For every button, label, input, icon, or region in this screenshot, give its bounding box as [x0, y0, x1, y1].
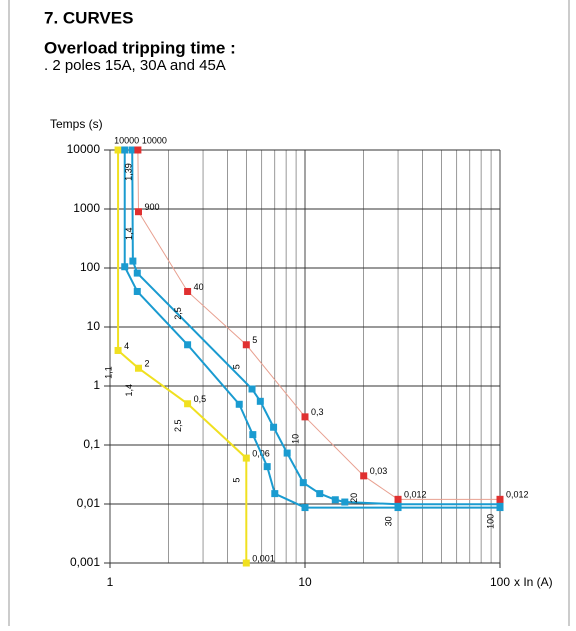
y-tick-label: 0,01 — [77, 496, 101, 510]
value-label: 5 — [252, 335, 257, 345]
marker — [299, 479, 307, 487]
x-tick-label: 10 — [298, 575, 312, 589]
marker — [242, 454, 250, 462]
y-tick-label: 0,001 — [70, 555, 100, 569]
marker — [496, 495, 504, 503]
x-tick-label: 100 — [490, 575, 510, 589]
value-label: 0,5 — [194, 394, 207, 404]
marker — [341, 498, 349, 506]
y-tick-label: 1000 — [73, 201, 100, 215]
x-value-label: 1,39 — [123, 163, 133, 181]
marker — [133, 269, 141, 277]
value-label: 0,012 — [506, 490, 529, 500]
marker — [134, 208, 142, 216]
x-value-label: 1,4 — [124, 384, 134, 397]
series-line — [137, 149, 500, 500]
y-label: Temps (s) — [50, 117, 103, 131]
value-label: 40 — [194, 282, 204, 292]
x-value-label: 1,4 — [124, 227, 134, 240]
marker — [133, 287, 141, 295]
marker — [331, 496, 339, 504]
y-tick-label: 100 — [80, 260, 100, 274]
marker — [134, 146, 142, 154]
x-value-label: 30 — [383, 516, 393, 526]
note: . 2 poles 15A, 30A and 45A — [44, 57, 226, 74]
marker — [184, 400, 192, 408]
marker — [134, 364, 142, 372]
marker — [248, 385, 256, 393]
x-value-label: 2,5 — [173, 307, 183, 320]
series-line — [117, 150, 248, 563]
subtitle: Overload tripping time : — [44, 38, 236, 57]
value-label: 0,001 — [252, 553, 275, 563]
value-label: 4 — [124, 341, 129, 351]
x-value-label: 1,1 — [103, 366, 113, 379]
value-label: 10000 — [142, 135, 167, 145]
x-label: x In (A) — [514, 575, 553, 589]
marker — [316, 490, 324, 498]
marker — [129, 257, 137, 265]
y-tick-label: 0,1 — [83, 437, 100, 451]
marker — [249, 431, 257, 439]
marker — [301, 413, 309, 421]
marker — [263, 463, 271, 471]
y-tick-label: 10000 — [67, 142, 101, 156]
value-label: 0,3 — [311, 407, 324, 417]
marker — [121, 146, 129, 154]
marker — [271, 490, 279, 498]
title: 7. CURVES — [44, 8, 133, 27]
y-tick-label: 1 — [93, 378, 100, 392]
marker — [394, 500, 402, 508]
value-label: 0,03 — [370, 466, 388, 476]
x-value-label: 5 — [232, 478, 242, 483]
marker — [114, 146, 122, 154]
marker — [242, 559, 250, 567]
marker — [235, 400, 243, 408]
x-value-label: 10 — [290, 434, 300, 444]
value-label: 2 — [144, 359, 149, 369]
marker — [394, 495, 402, 503]
value-label: 0,012 — [404, 490, 427, 500]
x-tick-label: 1 — [107, 575, 114, 589]
marker — [121, 263, 129, 271]
marker — [496, 500, 504, 508]
marker — [128, 146, 136, 154]
x-value-label: 100 — [485, 514, 495, 529]
x-value-label: 2,5 — [173, 420, 183, 433]
marker — [283, 449, 291, 457]
marker — [114, 346, 122, 354]
series-line — [123, 150, 500, 509]
marker — [242, 341, 250, 349]
x-value-label: 5 — [232, 364, 242, 369]
x-value-label: 20 — [349, 493, 359, 503]
marker — [184, 341, 192, 349]
marker — [270, 423, 278, 431]
value-label: 900 — [144, 202, 159, 212]
marker — [360, 472, 368, 480]
marker — [301, 504, 309, 512]
marker — [184, 287, 192, 295]
y-tick-label: 10 — [87, 319, 101, 333]
value-label: 10000 — [114, 135, 139, 145]
marker — [256, 397, 264, 405]
